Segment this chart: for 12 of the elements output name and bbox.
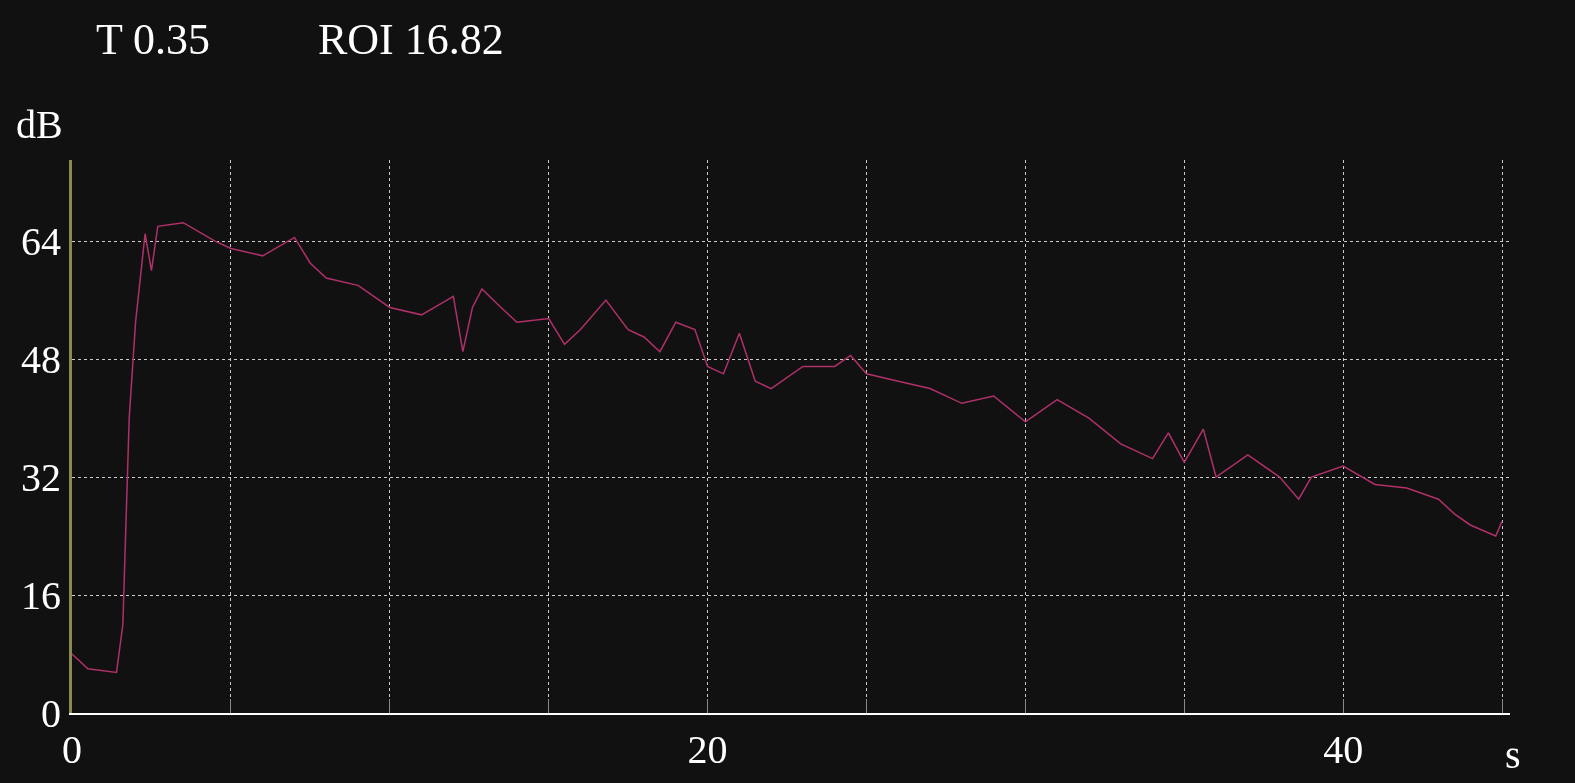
line-series — [72, 221, 1503, 674]
x-tick-label: 20 — [687, 727, 728, 772]
y-tick-label: 32 — [21, 455, 61, 501]
y-tick-label: 64 — [21, 219, 61, 265]
y-axis-title: dB — [16, 102, 63, 147]
x-tick-label: 40 — [1323, 727, 1364, 772]
text: T 0.35 — [96, 15, 211, 64]
y-tick-label: 0 — [41, 691, 61, 736]
x-axis-title: s — [1505, 732, 1521, 777]
y-tick-label: 48 — [21, 337, 61, 383]
y-tick-label: 16 — [21, 573, 61, 619]
text: ROI 16.82 — [318, 15, 504, 64]
